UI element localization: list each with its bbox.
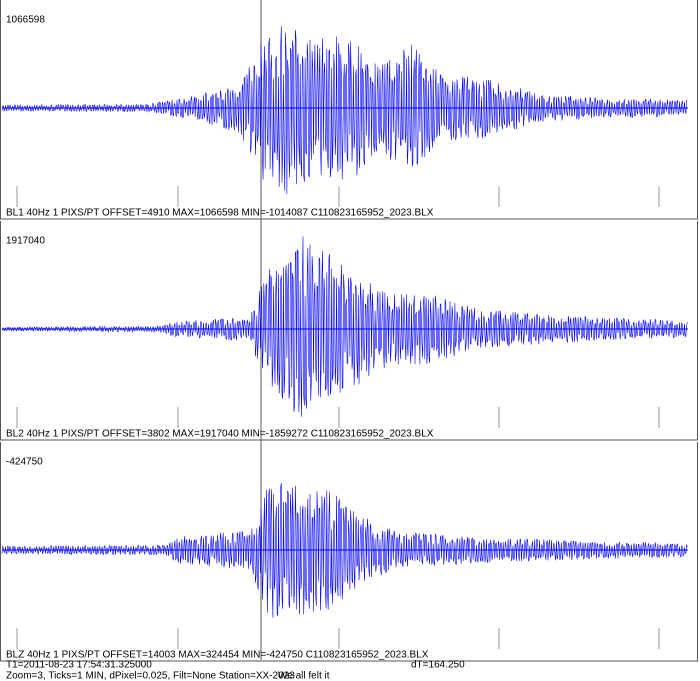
- scale-label: -424750: [6, 457, 43, 468]
- waveform: [1, 483, 688, 618]
- channel-info: BL1 40Hz 1 PIXS/PT OFFSET=4910 MAX=10665…: [6, 208, 434, 219]
- channel-info: BL2 40Hz 1 PIXS/PT OFFSET=3802 MAX=19170…: [6, 429, 434, 440]
- scale-label: 1917040: [6, 236, 45, 247]
- waveform: [1, 236, 688, 417]
- waveform: [1, 26, 688, 195]
- status-note: We all felt it: [278, 671, 330, 681]
- delta-time: dT=164.250: [411, 660, 465, 671]
- channel-info: BLZ 40Hz 1 PIXS/PT OFFSET=14003 MAX=3244…: [6, 650, 429, 661]
- scale-label: 1066598: [6, 15, 45, 26]
- time-readout: T1=2011-08-23 17:54:31.325000: [6, 660, 152, 671]
- status-line: Zoom=3, Ticks=1 MIN, dPixel=0.025, Filt=…: [6, 671, 295, 681]
